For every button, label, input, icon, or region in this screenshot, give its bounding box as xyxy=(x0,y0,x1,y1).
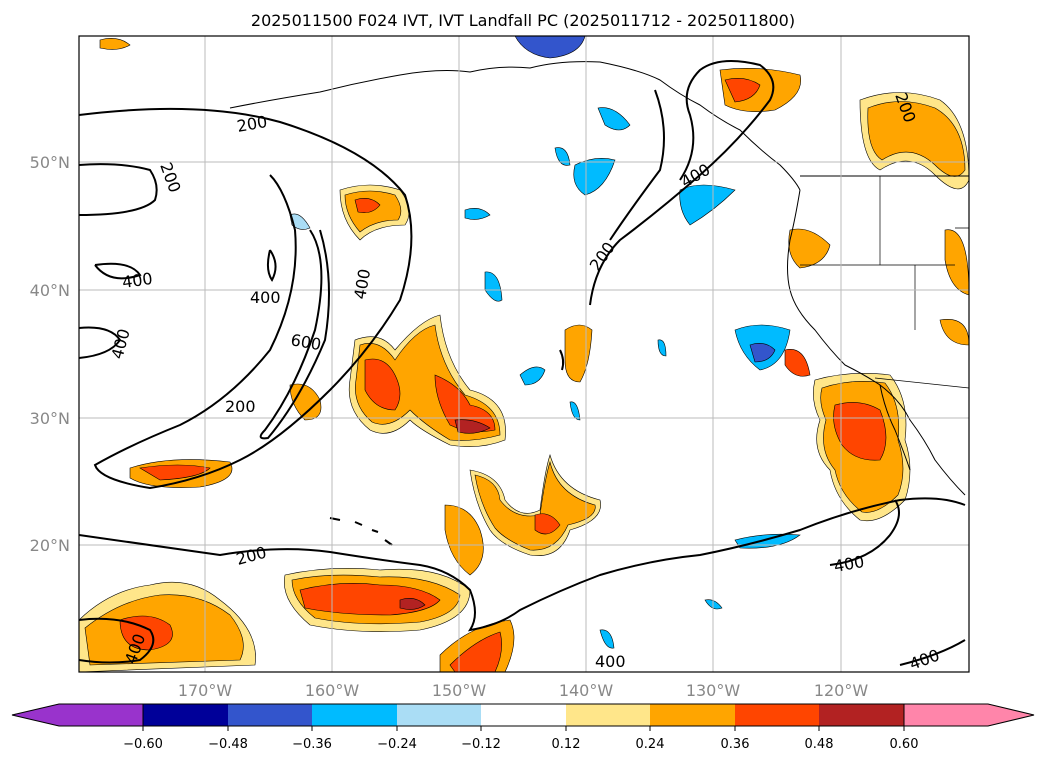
shade-blob xyxy=(399,598,426,610)
ivt-positive-shading xyxy=(79,38,969,672)
shade-blob xyxy=(554,147,571,166)
map-background xyxy=(79,36,969,672)
shade-blob xyxy=(354,198,381,213)
contour-400-left2 xyxy=(79,326,122,359)
colorbar-segment xyxy=(312,704,397,726)
figure-title: 2025011500 F024 IVT, IVT Landfall PC (20… xyxy=(251,11,795,30)
colorbar-segment xyxy=(481,704,566,726)
shade-blob xyxy=(454,419,491,434)
colorbar-left-arrow xyxy=(11,703,144,727)
colorbar-segment xyxy=(228,704,312,726)
map-frame xyxy=(78,35,970,673)
contour-200-left xyxy=(79,163,158,216)
shade-blob xyxy=(514,36,586,59)
contour-400-se xyxy=(829,499,900,566)
colorbar-segment xyxy=(735,704,819,726)
shade-blob xyxy=(474,460,596,551)
ivt-contours xyxy=(79,60,966,666)
contour-200-main xyxy=(79,107,413,490)
shade-blob xyxy=(464,208,491,220)
shade-blob xyxy=(784,348,811,377)
shade-blob xyxy=(99,38,131,50)
lat-tick-label: 20°N xyxy=(30,536,70,555)
contour-400-south xyxy=(79,617,155,664)
colorbar-right-arrow xyxy=(903,703,1035,727)
colorbar-segment xyxy=(397,704,481,726)
shade-blob xyxy=(484,271,503,302)
shade-blob xyxy=(788,228,831,269)
colorbar-segment xyxy=(819,704,904,726)
ivt-negative-shading xyxy=(289,36,801,649)
border-states xyxy=(800,176,969,330)
shade-blob xyxy=(599,629,615,649)
coastlines xyxy=(229,61,969,546)
shade-blob xyxy=(364,358,401,411)
colorbar-tick-label: 0.36 xyxy=(721,737,750,752)
lon-tick-label: 160°W xyxy=(305,681,360,700)
shade-blob xyxy=(449,631,502,672)
shade-blob xyxy=(597,107,631,131)
contour-200-east xyxy=(589,60,775,306)
shade-blob xyxy=(939,318,969,346)
colorbar-segment xyxy=(143,704,228,726)
coastline-alaska xyxy=(229,61,801,191)
shade-blob xyxy=(564,324,593,383)
coastline-baja xyxy=(879,384,911,471)
contour-400-mid xyxy=(559,349,565,371)
colorbar-tick-label: 0.60 xyxy=(890,737,919,752)
contour-label: 400 xyxy=(250,288,281,307)
shade-blob xyxy=(534,513,561,535)
colorbar-tick-labels: −0.60 −0.48 −0.36 −0.24 −0.12 0.12 0.24 … xyxy=(123,737,918,752)
hawaii-islands xyxy=(329,517,393,546)
shade-blob xyxy=(119,615,173,651)
shade-blob xyxy=(749,343,776,363)
lat-tick-label: 40°N xyxy=(30,281,70,300)
border-us-mexico xyxy=(874,377,969,389)
contour-label: 200 xyxy=(225,397,256,416)
lon-tick-label: 120°W xyxy=(814,681,869,700)
contour-400-left xyxy=(94,262,142,280)
colorbar-ticks xyxy=(142,726,905,731)
colorbar-segment xyxy=(566,704,650,726)
shade-blob xyxy=(833,402,887,461)
shade-blob xyxy=(679,184,736,226)
contour-600 xyxy=(266,249,277,282)
colorbar: −0.60 −0.48 −0.36 −0.24 −0.12 0.12 0.24 … xyxy=(11,703,1035,752)
lat-tick-labels: 50°N 40°N 30°N 20°N xyxy=(30,153,70,555)
shade-blob xyxy=(657,339,667,357)
contour-label: 400 xyxy=(595,652,626,671)
colorbar-tick-label: −0.24 xyxy=(377,737,417,752)
contour-400-se2 xyxy=(899,639,966,666)
coastline-westcoast xyxy=(787,189,966,496)
colorbar-tick-label: −0.48 xyxy=(208,737,248,752)
lon-tick-label: 170°W xyxy=(178,681,233,700)
contour-label: 400 xyxy=(121,269,154,292)
colorbar-tick-label: −0.60 xyxy=(123,737,163,752)
colorbar-tick-label: −0.36 xyxy=(292,737,332,752)
contour-200-east2 xyxy=(609,89,665,241)
shade-blob xyxy=(724,78,761,103)
contour-200-south xyxy=(79,497,966,632)
colorbar-outline xyxy=(142,703,905,727)
shade-blob xyxy=(444,504,484,576)
shade-blob xyxy=(573,158,616,196)
shade-blob xyxy=(434,374,496,432)
lon-tick-label: 140°W xyxy=(559,681,614,700)
colorbar-tick-label: 0.24 xyxy=(636,737,665,752)
colorbar-tick-label: 0.48 xyxy=(805,737,834,752)
colorbar-segment xyxy=(650,704,735,726)
lat-tick-label: 50°N xyxy=(30,153,70,172)
colorbar-tick-label: −0.12 xyxy=(461,737,501,752)
lon-tick-label: 130°W xyxy=(686,681,741,700)
shade-blob xyxy=(519,366,546,386)
lat-tick-label: 30°N xyxy=(30,409,70,428)
shade-blob xyxy=(569,401,581,421)
lon-tick-label: 150°W xyxy=(432,681,487,700)
shade-blob xyxy=(139,464,211,481)
contour-400-inner xyxy=(259,229,330,440)
lon-tick-labels: 170°W 160°W 150°W 140°W 130°W 120°W xyxy=(178,681,869,700)
colorbar-tick-label: 0.12 xyxy=(552,737,581,752)
